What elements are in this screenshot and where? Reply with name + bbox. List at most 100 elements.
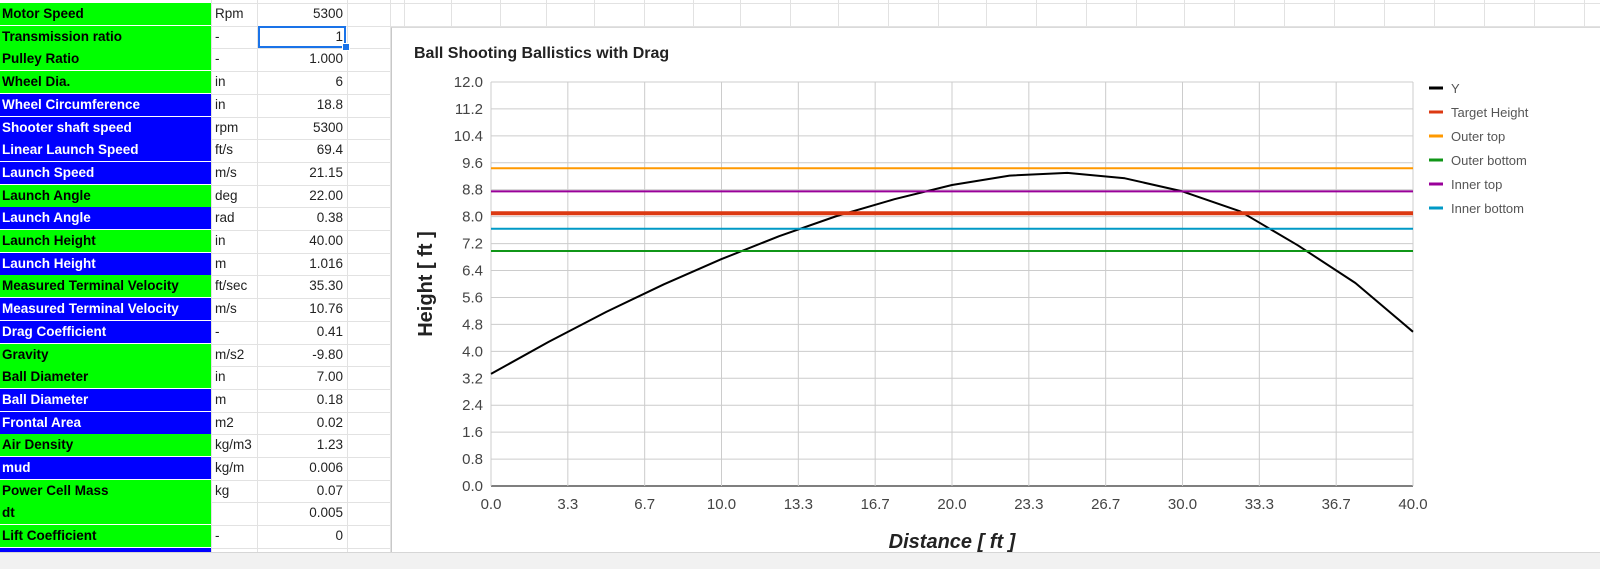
param-value-cell[interactable]: 5300 [312,6,343,21]
table-row: Frontal Area m2 0.02 [0,411,354,434]
table-row: Wheel Dia. in 6 [0,71,354,94]
param-label-cell[interactable]: Shooter shaft speed [0,116,211,139]
column-gridline [693,0,694,27]
param-value-cell[interactable]: 10.76 [309,301,343,317]
column-gridline [1234,0,1235,27]
param-value-cell[interactable]: 1.000 [309,51,343,67]
param-label-cell[interactable]: Frontal Area [0,411,211,434]
param-label-cell[interactable]: Pulley Ratio [0,48,211,71]
param-unit-cell[interactable]: kg [215,482,230,498]
column-gridline [500,0,501,27]
param-value-cell[interactable]: 1.016 [309,255,343,271]
param-unit-cell[interactable]: kg/m [215,460,245,475]
column-gridline [594,0,595,27]
param-unit-cell[interactable]: - [215,51,220,67]
column-gridline [1036,0,1037,27]
param-unit-cell[interactable]: m/s [215,301,237,317]
param-value-cell[interactable]: 0.18 [316,391,343,407]
table-row: Air Density kg/m3 1.23 [0,434,354,457]
table-row: Pulley Ratio - 1.000 [0,48,354,71]
param-unit-cell[interactable]: deg [215,187,238,203]
row-gridline [0,3,1600,4]
param-value-cell[interactable]: 0.41 [316,323,343,339]
selection-fill-handle[interactable] [342,42,350,51]
embedded-chart[interactable]: Ball Shooting Ballistics with Drag 0.0 0.… [391,27,1600,569]
param-value-cell[interactable]: 6 [335,74,343,90]
column-gridline [1284,0,1285,27]
param-label-cell[interactable]: Gravity [0,343,211,366]
param-unit-cell[interactable]: m2 [215,414,234,430]
param-label-cell[interactable]: Motor Speed [0,3,211,25]
x-tick-label: 30.0 [1168,496,1197,513]
param-value-cell[interactable]: 22.00 [309,187,343,203]
param-unit-cell[interactable]: in [215,74,226,90]
column-gridline [404,0,405,27]
param-unit-cell[interactable]: m/s2 [215,346,245,362]
param-value-cell[interactable]: 21.15 [309,164,343,180]
param-unit-cell[interactable]: - [215,28,220,44]
x-axis-title: Distance [ ft ] [889,531,1017,553]
param-unit-cell[interactable]: ft/sec [215,278,248,294]
param-unit-cell[interactable]: m [215,391,227,407]
param-value-cell[interactable]: 0.006 [309,460,343,475]
param-label-cell[interactable]: Linear Launch Speed [0,139,211,162]
param-label-cell[interactable]: Wheel Circumference [0,93,211,116]
param-unit-cell[interactable]: kg/m3 [215,437,252,453]
column-gridline [740,0,741,27]
param-value-cell[interactable]: 7.00 [316,369,343,385]
param-label-cell[interactable]: Launch Angle [0,184,211,207]
param-label-cell[interactable]: Launch Height [0,252,211,275]
y-tick-label: 11.2 [455,101,483,118]
param-value-cell[interactable]: 5300 [312,119,343,135]
param-value-cell[interactable]: 0 [335,528,343,544]
param-label-cell[interactable]: Lift Coefficient [0,525,211,548]
y-tick-label: 9.6 [462,155,483,172]
column-gridline [1434,0,1435,27]
param-value-cell[interactable]: 0.07 [316,482,343,498]
table-row: Launch Height in 40.00 [0,230,354,252]
param-label-cell[interactable]: mud [0,457,211,479]
param-unit-cell[interactable]: in [215,233,226,248]
table-row: Launch Height m 1.016 [0,252,354,275]
param-value-cell[interactable]: 0.38 [316,210,343,226]
param-value-cell[interactable]: -9.80 [312,346,343,362]
selected-value-cell[interactable]: 1 [258,25,346,48]
param-value-cell[interactable]: 0.005 [309,505,343,521]
param-label-cell[interactable]: Drag Coefficient [0,320,211,343]
param-unit-cell[interactable]: rpm [215,119,239,135]
param-value-cell[interactable]: 0.02 [316,414,343,430]
param-value-cell[interactable]: 69.4 [316,142,343,158]
param-value-cell[interactable]: 35.30 [309,278,343,294]
param-unit-cell[interactable] [213,502,257,524]
x-tick-label: 20.0 [937,496,966,513]
param-value-cell[interactable]: 1.23 [316,437,343,453]
param-label-cell[interactable]: Measured Terminal Velocity [0,275,211,298]
param-unit-cell[interactable]: - [215,323,220,339]
param-label-cell[interactable]: Measured Terminal Velocity [0,298,211,321]
column-gridline [1384,0,1385,27]
param-value-cell[interactable]: 40.00 [309,233,343,248]
param-label-cell[interactable]: Launch Angle [0,207,211,230]
param-unit-cell[interactable]: rad [215,210,235,226]
param-unit-cell[interactable]: m/s [215,164,237,180]
param-unit-cell[interactable]: in [215,96,226,112]
x-tick-label: 33.3 [1245,496,1274,513]
param-unit-cell[interactable]: ft/s [215,142,234,158]
param-label-cell[interactable]: Ball Diameter [0,388,211,411]
column-gridline [390,0,391,568]
param-label-cell[interactable]: Launch Height [0,230,211,252]
param-unit-cell[interactable]: in [215,369,226,385]
param-unit-cell[interactable]: Rpm [215,6,244,21]
row-gridline [0,25,1600,27]
param-unit-cell[interactable]: - [215,528,220,544]
param-label-cell[interactable]: Air Density [0,434,211,457]
param-label-cell[interactable]: Ball Diameter [0,366,211,389]
param-label-cell[interactable]: Wheel Dia. [0,71,211,94]
param-unit-cell[interactable]: m [215,255,227,271]
param-label-cell[interactable]: dt [0,502,211,525]
param-label-cell[interactable]: Transmission ratio [0,25,211,48]
param-value-cell[interactable]: 18.8 [316,96,343,112]
param-label-cell[interactable]: Power Cell Mass [0,479,211,502]
param-label-cell[interactable]: Launch Speed [0,161,211,184]
